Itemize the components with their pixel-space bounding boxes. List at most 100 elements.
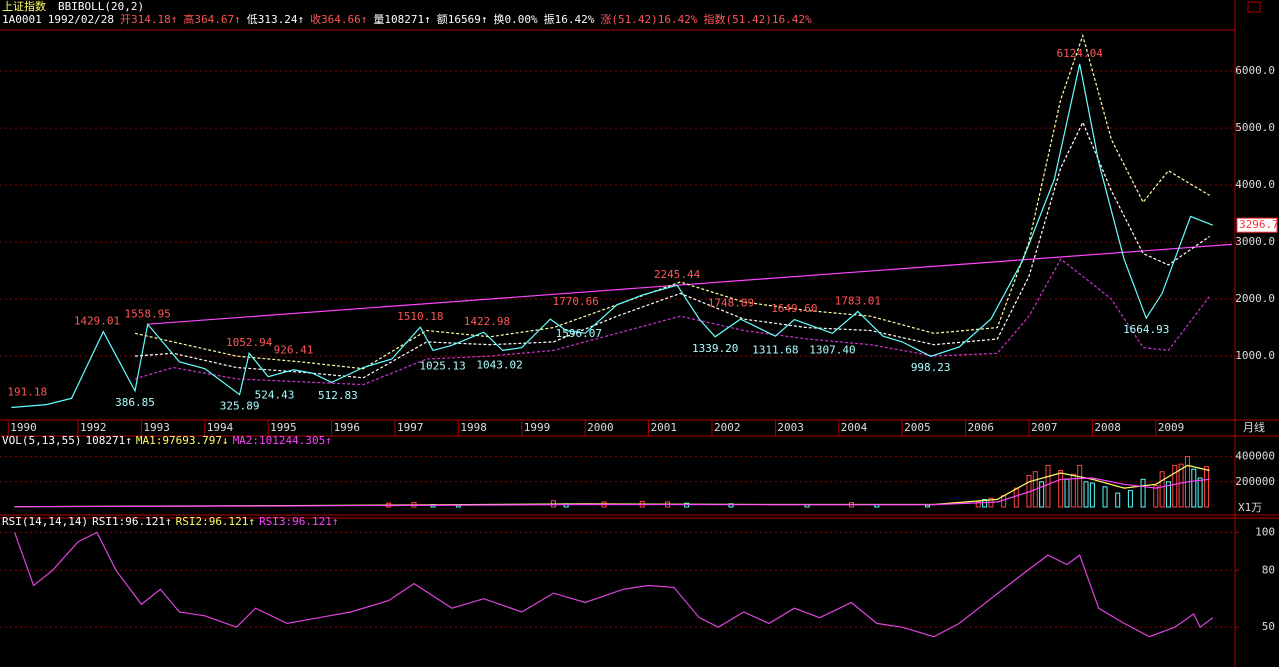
series-line <box>134 120 1210 379</box>
volume-bar <box>1153 485 1159 508</box>
x-axis-label: 月线 <box>1243 420 1265 434</box>
info-text: 1992/02/28 <box>48 13 114 26</box>
annotation: 191.18 <box>7 385 47 398</box>
volume-bar <box>1115 492 1121 508</box>
legend-text: MA2:101244.305↑ <box>233 434 332 447</box>
info-text: 1A0001 <box>2 13 42 26</box>
y-tick-label: 3000.0 <box>1235 235 1275 248</box>
info-text: 收364.66↑ <box>310 12 367 26</box>
y-tick-label: 100 <box>1255 525 1275 538</box>
volume-bar <box>1077 464 1083 508</box>
volume-bar <box>1039 481 1045 508</box>
y-tick-label: 2000.0 <box>1235 292 1275 305</box>
series-line <box>14 464 1210 508</box>
legend-text: RSI1:96.121↑ <box>92 515 171 528</box>
volume-bar <box>1089 482 1095 508</box>
x-tick-label: 2007 <box>1031 421 1058 434</box>
x-tick-label: 1999 <box>524 421 551 434</box>
annotation: 1043.02 <box>476 359 522 372</box>
series-line <box>147 243 1232 325</box>
annotation: 1339.20 <box>692 342 738 355</box>
x-tick-label: 1998 <box>460 421 487 434</box>
legend-text: RSI3:96.121↑ <box>259 515 338 528</box>
annotation: 6124.04 <box>1056 47 1103 60</box>
x-tick-label: 1997 <box>397 421 424 434</box>
annotation: 1307.40 <box>809 344 855 357</box>
y-tick-label: 6000.0 <box>1235 64 1275 77</box>
annotation: 1422.98 <box>464 315 510 328</box>
volume-bar <box>1203 466 1209 508</box>
volume-bar <box>925 504 931 508</box>
price-tag-label: 3296.7 <box>1239 218 1279 231</box>
annotation: 998.23 <box>911 361 951 374</box>
annotation: 1649.60 <box>771 302 817 315</box>
volume-bar <box>1140 478 1146 508</box>
x-tick-label: 1990 <box>10 421 37 434</box>
y-tick-label: 4000.0 <box>1235 178 1275 191</box>
volume-bar <box>1102 486 1108 508</box>
annotation: 1558.95 <box>125 307 171 320</box>
volume-bar <box>1127 490 1133 508</box>
annotation: 1429.01 <box>74 315 120 328</box>
x-tick-label: 2008 <box>1094 421 1121 434</box>
info-text: 量108271↑ <box>373 13 430 26</box>
unit-label: X1万 <box>1238 501 1262 514</box>
x-tick-label: 2004 <box>841 421 868 434</box>
x-tick-label: 1995 <box>270 421 297 434</box>
x-tick-label: 1993 <box>143 421 170 434</box>
legend-text: RSI(14,14,14) <box>2 515 88 528</box>
price-tag <box>1236 217 1278 233</box>
volume-bar <box>1045 464 1051 508</box>
annotation: 325.89 <box>220 400 260 413</box>
annotation: 1025.13 <box>419 360 465 373</box>
info-text: 开314.18↑ <box>120 13 177 26</box>
volume-bar <box>1191 468 1197 508</box>
x-tick-label: 1994 <box>207 421 234 434</box>
title: 上证指数 <box>2 0 46 13</box>
annotation: 1510.18 <box>397 310 443 323</box>
info-text: 振16.42% <box>544 12 595 26</box>
volume-bar <box>1032 471 1038 508</box>
annotation: 1783.01 <box>835 294 881 307</box>
x-tick-label: 2001 <box>651 421 678 434</box>
y-tick-label: 1000.0 <box>1235 349 1275 362</box>
volume-bar <box>1178 463 1184 508</box>
annotation: 512.83 <box>318 389 358 402</box>
annotation: 2245.44 <box>654 268 701 281</box>
x-tick-label: 2000 <box>587 421 614 434</box>
series-line <box>14 531 1214 638</box>
y-tick-label: 50 <box>1262 620 1275 633</box>
volume-bar <box>1197 477 1203 508</box>
x-tick-label: 1992 <box>80 421 107 434</box>
volume-bar <box>1070 473 1076 508</box>
y-tick-label: 80 <box>1262 563 1275 576</box>
series-line <box>14 477 1210 508</box>
volume-bar <box>1159 471 1165 508</box>
info-text: 额16569↑ <box>437 13 488 26</box>
annotation: 926.41 <box>274 343 314 356</box>
legend-text: VOL(5,13,55) <box>2 434 81 447</box>
volume-bar <box>1058 469 1064 508</box>
annotation: 1311.68 <box>752 343 798 356</box>
y-tick-label: 200000 <box>1235 475 1275 488</box>
window-icon[interactable] <box>1247 1 1261 13</box>
info-text: 高364.67↑ <box>183 12 240 26</box>
annotation: 1052.94 <box>226 336 273 349</box>
volume-bar <box>975 501 981 508</box>
x-tick-label: 2009 <box>1158 421 1185 434</box>
info-text: 指数(51.42)16.42% <box>704 12 812 26</box>
volume-bar <box>1013 487 1019 508</box>
annotation: 386.85 <box>115 396 155 409</box>
info-text: 换0.00% <box>494 12 538 26</box>
volume-bar <box>1165 481 1171 508</box>
indicator: BBIBOLL(20,2) <box>58 0 144 13</box>
legend-text: RSI2:96.121↑ <box>176 515 255 528</box>
info-text: 低313.24↑ <box>247 13 304 26</box>
x-tick-label: 2002 <box>714 421 741 434</box>
annotation: 1748.89 <box>708 296 754 309</box>
x-tick-label: 2005 <box>904 421 931 434</box>
x-tick-label: 2003 <box>777 421 804 434</box>
annotation: 524.43 <box>255 388 295 401</box>
x-tick-label: 1996 <box>334 421 361 434</box>
